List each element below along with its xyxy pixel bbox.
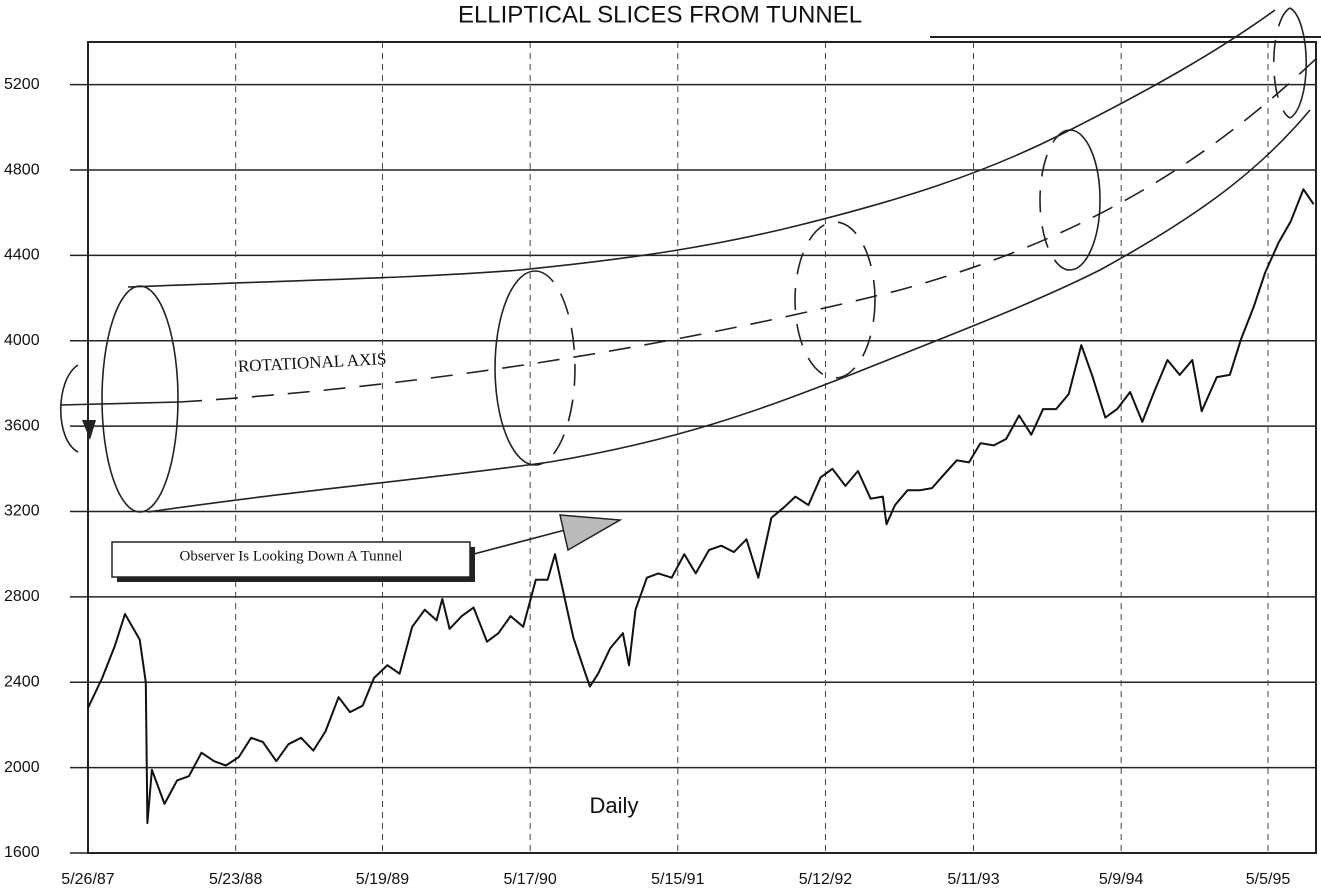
tunnel-bottom <box>147 109 1311 513</box>
ellipse-slice <box>794 221 876 379</box>
data-line <box>87 188 1315 825</box>
annotation: Observer Is Looking Down A Tunnel <box>180 548 403 564</box>
x-tick-label: 5/26/87 <box>61 871 114 888</box>
y-tick-label: 1600 <box>4 844 40 861</box>
ellipse-slice <box>534 270 576 466</box>
pointer-line <box>469 529 566 556</box>
y-tick-label: 2800 <box>4 588 40 605</box>
ellipse-slice <box>1069 129 1101 271</box>
x-tick-label: 5/15/91 <box>651 871 704 888</box>
x-tick-label: 5/5/95 <box>1246 871 1291 888</box>
ellipse-slice <box>1289 7 1308 119</box>
y-tick-label: 2000 <box>4 759 40 776</box>
y-tick-label: 3200 <box>4 503 40 520</box>
grid <box>70 42 1316 854</box>
y-tick-label: 4400 <box>4 247 40 264</box>
ellipse-slice <box>101 285 179 513</box>
annotation: ROTATIONAL AXIS <box>237 349 386 376</box>
ellipse-slice <box>1272 7 1291 119</box>
y-tick-label: 4000 <box>4 332 40 349</box>
y-tick-label: 2400 <box>4 673 40 690</box>
x-tick-label: 5/19/89 <box>356 871 409 888</box>
y-tick-label: 3600 <box>4 417 40 434</box>
tunnel-top <box>127 9 1276 288</box>
chart-title: ELLIPTICAL SLICES FROM TUNNEL <box>458 1 862 28</box>
ellipse-slice <box>1039 129 1071 271</box>
pointer-arrowhead <box>559 514 623 552</box>
observer-box <box>111 541 471 578</box>
x-tick-label: 5/23/88 <box>209 871 262 888</box>
tunnel-drawing <box>59 7 1321 582</box>
x-tick-label: 5/9/94 <box>1099 871 1144 888</box>
x-tick-label: 5/11/93 <box>947 871 999 888</box>
x-tick-label: 5/12/92 <box>799 871 852 888</box>
rotation-arrowhead <box>82 420 96 440</box>
x-tick-label: 5/17/90 <box>503 871 556 888</box>
annotation: Daily <box>590 793 639 818</box>
y-tick-label: 5200 <box>4 76 40 93</box>
rotational-axis <box>179 54 1321 403</box>
ellipse-slice <box>494 270 536 466</box>
plot-frame <box>87 41 1317 854</box>
rotation-arrow <box>60 364 79 453</box>
y-tick-label: 4800 <box>4 161 40 178</box>
axis-solid <box>59 401 181 406</box>
